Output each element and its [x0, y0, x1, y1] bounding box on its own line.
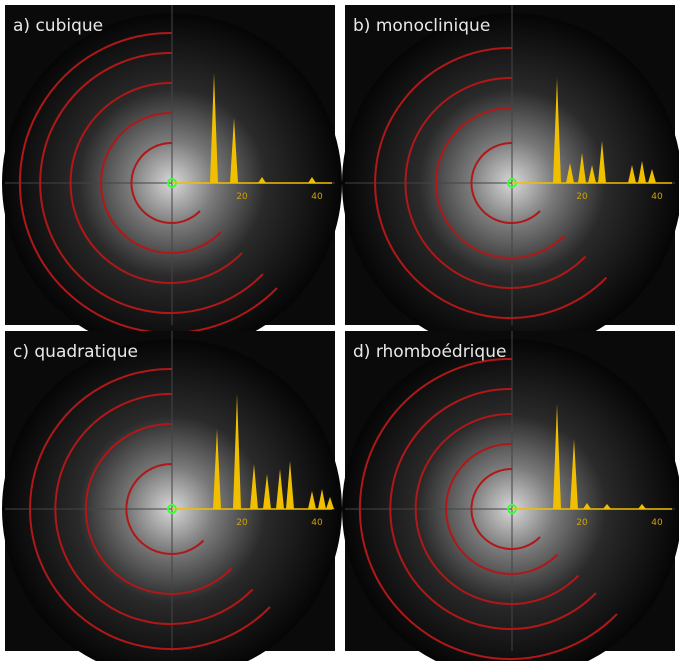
spectrum-peak [250, 464, 258, 509]
panel-label: d) rhomboédrique [353, 342, 506, 362]
spectrum-peak [578, 153, 586, 183]
panel: 20 40 d) rhomboédrique [342, 331, 679, 661]
spectrum-peak [318, 489, 326, 509]
spectrum-peak [308, 491, 316, 509]
spectrum-peak [603, 504, 611, 509]
spectrum-peak [230, 118, 238, 183]
ring-arc [18, 31, 278, 334]
spectrum-peak [628, 165, 636, 183]
ring-arc [39, 51, 264, 314]
ring-arc [54, 392, 254, 625]
spectrum-peak [308, 177, 316, 183]
spectrum-peak [553, 404, 561, 509]
spectrum-peak [210, 73, 218, 183]
spectrum-peak [276, 469, 284, 509]
tick-label: 20 [236, 192, 248, 202]
spectrum-peak [648, 169, 656, 183]
ring-arc [470, 141, 541, 224]
panel-label: a) cubique [13, 16, 103, 36]
ring-arc [84, 422, 233, 595]
tick-label: 20 [236, 518, 248, 528]
ring-arc [389, 387, 597, 630]
spectrum-peak [286, 461, 294, 509]
ring-arc [69, 81, 243, 284]
ring-arc [125, 462, 205, 555]
panel-label: c) quadratique [13, 342, 138, 362]
ring-arc [404, 76, 587, 289]
spectrum-peak [566, 163, 574, 183]
tick-label: 20 [576, 192, 588, 202]
tick-label: 40 [311, 192, 323, 202]
spectrum-peak [326, 497, 334, 509]
panel: 20 40 b) monoclinique [342, 5, 679, 353]
spectrum-peak [553, 78, 561, 183]
spectrum-peak [258, 177, 266, 183]
ring-arc [29, 367, 271, 650]
spectrum-peak [588, 165, 596, 183]
ring-arc [130, 141, 201, 224]
tick-label: 40 [311, 518, 323, 528]
ring-arc [434, 106, 566, 259]
spectrum-peak [233, 394, 241, 509]
ring-arc [374, 46, 608, 319]
panel-label: b) monoclinique [353, 16, 490, 36]
ring-arc [100, 111, 222, 254]
diffraction-glow [342, 339, 679, 661]
tick-label: 20 [576, 518, 588, 528]
spectrum-peak [598, 141, 606, 183]
spectrum-peak [638, 504, 646, 509]
tick-label: 40 [651, 518, 663, 528]
ring-arc [414, 412, 580, 605]
spectrum-peak [263, 474, 271, 509]
spectrum-peak [570, 439, 578, 509]
ring-arc [470, 467, 541, 550]
spectrum-peak [213, 429, 221, 509]
spectrum-peak [583, 503, 591, 509]
tick-label: 40 [651, 192, 663, 202]
spectrum-peak [638, 161, 646, 183]
panel: 20 40 a) cubique [2, 5, 342, 353]
ring-arc [358, 357, 618, 660]
panel: 20 40 c) quadratique [2, 331, 342, 661]
ring-arc [445, 442, 559, 575]
